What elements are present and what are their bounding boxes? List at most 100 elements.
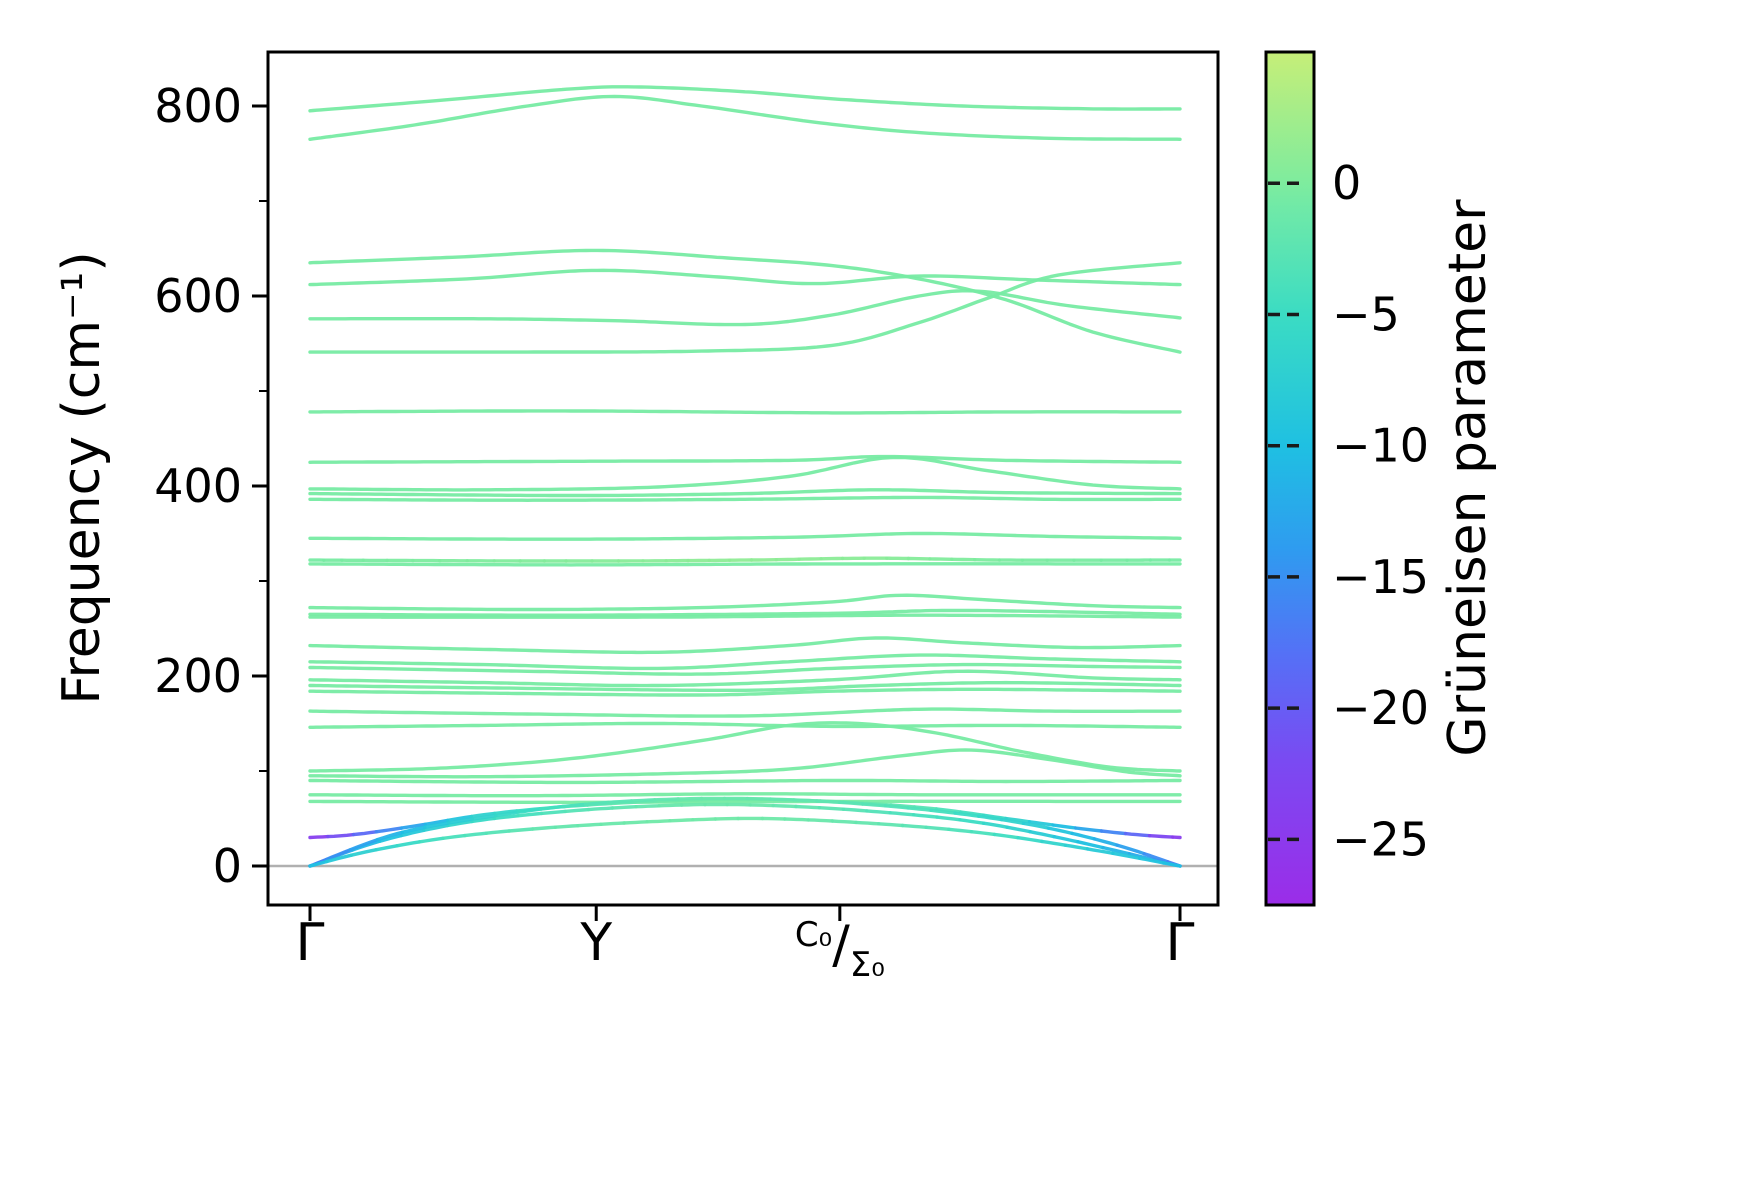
phonon-band-segment	[492, 814, 520, 821]
phonon-band-segment	[586, 806, 615, 812]
phonon-band	[308, 261, 1182, 354]
phonon-band-segment	[484, 829, 511, 835]
phonon-band-segment	[417, 836, 445, 844]
phonon-band-segment	[441, 833, 467, 840]
phonon-band-segment	[1005, 825, 1032, 834]
phonon-band	[308, 662, 1182, 676]
phonon-band-segment	[446, 819, 474, 828]
phonon-band-segment	[1051, 823, 1078, 830]
phonon-band-segment	[745, 796, 773, 801]
phonon-band-segment	[563, 807, 591, 814]
phonon-band-segment	[308, 834, 330, 840]
phonon-band-segment	[507, 827, 535, 833]
phonon-band	[308, 721, 1182, 773]
phonon-band	[308, 680, 1182, 692]
phonon-band-segment	[1142, 852, 1170, 864]
phonon-band	[308, 653, 1182, 671]
colorbar-tick-label: 0	[1332, 156, 1361, 210]
phonon-band-segment	[516, 811, 544, 818]
colorbar-tick-label: −25	[1332, 812, 1429, 866]
phonon-band-segment	[1161, 861, 1182, 868]
x-tick-label: Y	[579, 913, 612, 973]
phonon-band-segment	[583, 800, 610, 806]
phonon-band-segment	[1115, 843, 1146, 856]
phonon-band-segment	[1092, 837, 1119, 847]
phonon-band-segment	[999, 817, 1026, 825]
phonon-band-segment	[423, 818, 450, 826]
phonon-band	[308, 707, 1182, 718]
phonon-band-segment	[676, 796, 704, 801]
phonon-band-segment	[865, 809, 892, 815]
phonon-band-segment	[463, 831, 489, 838]
phonon-band-segment	[900, 823, 928, 829]
phonon-band-segment	[817, 806, 845, 811]
phonon-band-segment	[645, 819, 672, 824]
phonon-band-segment	[399, 828, 426, 838]
phonon-band	[308, 669, 1182, 688]
phonon-band-segment	[469, 811, 497, 819]
y-tick-label: 400	[154, 459, 242, 513]
phonon-bands-group	[308, 85, 1182, 868]
phonon-band	[308, 248, 1182, 354]
phonon-band-segment	[610, 805, 638, 810]
phonon-band-segment	[517, 807, 543, 814]
phonon-band	[308, 531, 1182, 541]
phonon-band-segment	[794, 804, 822, 810]
phonon-band-segment	[553, 824, 580, 829]
phonon-band-segment	[969, 830, 997, 837]
phonon-band-segment	[1027, 820, 1055, 827]
phonon-band-segment	[774, 557, 801, 562]
y-tick-label: 600	[154, 269, 242, 323]
phonon-band-segment	[1004, 816, 1032, 824]
phonon-band-segment	[1040, 839, 1067, 847]
phonon-band-segment	[906, 806, 933, 812]
phonon-band-segment	[399, 822, 427, 830]
x-tick-label: C₀/Σ₀	[795, 915, 885, 985]
phonon-band-segment	[1016, 836, 1044, 844]
phonon-band-segment	[924, 825, 951, 831]
phonon-band-segment	[934, 807, 963, 814]
phonon-band-segment	[958, 818, 986, 825]
y-axis-ticks: 0 200 400 600 800	[154, 79, 268, 893]
phonon-band-segment	[1063, 843, 1090, 851]
phonon-band-segment	[748, 803, 775, 808]
phonon-band-segment	[377, 833, 403, 843]
phonon-band-segment	[977, 814, 1004, 822]
phonon-band-segment	[652, 797, 680, 802]
y-tick-label: 800	[154, 79, 242, 133]
phonon-band	[308, 454, 1182, 464]
phonon-band-segment	[561, 802, 588, 809]
phonon-band-segment	[830, 819, 858, 825]
phonon-band-segment	[935, 815, 962, 822]
phonon-band-segment	[783, 817, 810, 822]
phonon-band	[308, 613, 1182, 619]
phonon-band-segment	[348, 838, 379, 852]
phonon-band-segment	[912, 813, 939, 819]
phonon-band-segment	[539, 804, 565, 811]
phonon-band-segment	[349, 848, 378, 857]
colorbar-label: Grüneisen parameter	[1438, 199, 1498, 757]
phonon-band-segment	[953, 811, 981, 818]
phonon-band-segment	[1085, 847, 1115, 855]
phonon-band-segment	[888, 811, 916, 817]
phonon-band-segment	[860, 802, 888, 808]
colorbar-tick-label: −20	[1332, 681, 1429, 735]
phonon-band-segment	[374, 844, 399, 852]
phonon-band-segment	[539, 809, 567, 816]
phonon-band-segment	[374, 826, 404, 834]
phonon-band-segment	[981, 821, 1009, 829]
phonon-band-segment	[768, 797, 796, 802]
phonon-band-segment	[531, 825, 558, 831]
phonon-band-segment	[841, 807, 869, 813]
phonon-band	[308, 85, 1182, 113]
y-tick-label: 0	[213, 839, 242, 893]
phonon-band-segment	[634, 804, 661, 809]
phonon-band-segment	[992, 832, 1020, 840]
phonon-band	[308, 289, 1182, 327]
phonon-band-segment	[1021, 821, 1050, 830]
phonon-band	[308, 455, 1182, 492]
phonon-band-segment	[447, 817, 475, 825]
phonon-band-segment	[324, 848, 352, 862]
phonon-band-segment	[668, 818, 695, 823]
